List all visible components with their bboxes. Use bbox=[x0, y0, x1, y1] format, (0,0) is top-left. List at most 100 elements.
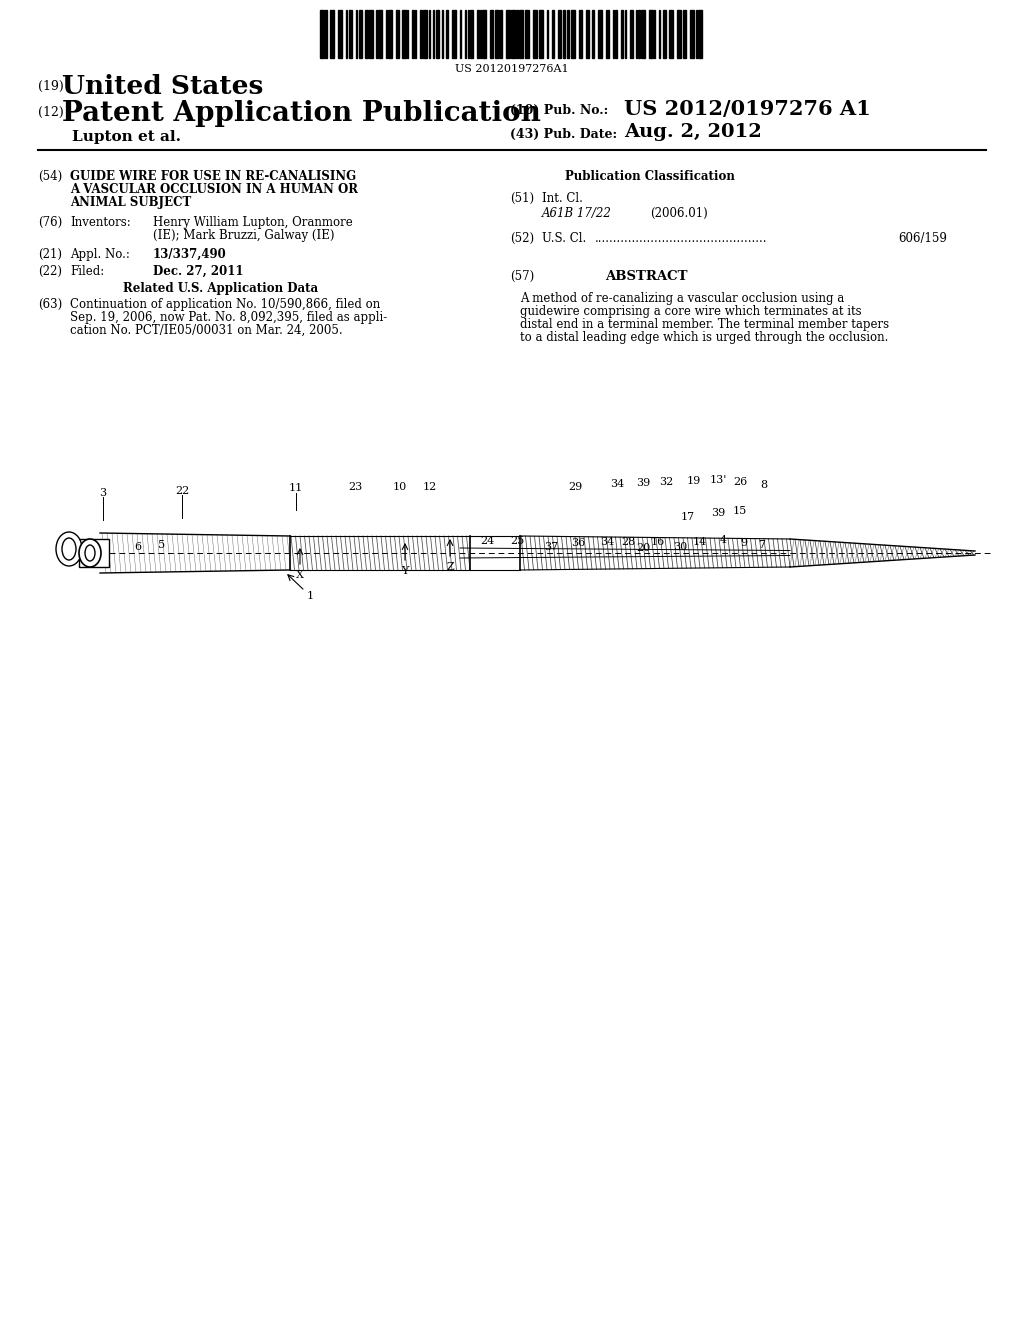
Text: (76): (76) bbox=[38, 216, 62, 228]
Bar bbox=[330, 11, 334, 58]
Text: Lupton et al.: Lupton et al. bbox=[72, 129, 181, 144]
Text: (12): (12) bbox=[38, 106, 63, 119]
Bar bbox=[690, 11, 694, 58]
Text: 5: 5 bbox=[159, 540, 166, 550]
Text: X: X bbox=[296, 570, 304, 579]
Bar bbox=[402, 11, 406, 58]
Bar bbox=[552, 11, 554, 58]
Text: A method of re-canalizing a vascular occlusion using a: A method of re-canalizing a vascular occ… bbox=[520, 292, 844, 305]
Bar bbox=[641, 11, 645, 58]
Bar bbox=[649, 11, 653, 58]
Text: 20: 20 bbox=[636, 543, 650, 553]
Bar bbox=[436, 11, 439, 58]
Bar bbox=[571, 11, 575, 58]
Bar bbox=[506, 11, 510, 58]
Text: Appl. No.:: Appl. No.: bbox=[70, 248, 130, 261]
Bar bbox=[388, 11, 392, 58]
Text: Continuation of application No. 10/590,866, filed on: Continuation of application No. 10/590,8… bbox=[70, 298, 380, 312]
Text: 10: 10 bbox=[393, 482, 408, 492]
Bar bbox=[606, 11, 609, 58]
Text: ..............................................: ........................................… bbox=[595, 232, 768, 246]
Bar bbox=[598, 11, 602, 58]
Text: 12: 12 bbox=[423, 482, 437, 492]
Bar bbox=[79, 539, 109, 568]
Text: (54): (54) bbox=[38, 170, 62, 183]
Text: 16: 16 bbox=[651, 537, 666, 546]
Text: 34: 34 bbox=[610, 479, 624, 488]
Bar bbox=[563, 11, 565, 58]
Bar bbox=[470, 536, 520, 570]
Text: distal end in a terminal member. The terminal member tapers: distal end in a terminal member. The ter… bbox=[520, 318, 889, 331]
Text: U.S. Cl.: U.S. Cl. bbox=[542, 232, 587, 246]
Bar bbox=[519, 11, 523, 58]
Bar bbox=[477, 11, 479, 58]
Text: Henry William Lupton, Oranmore: Henry William Lupton, Oranmore bbox=[153, 216, 352, 228]
Text: Related U.S. Application Data: Related U.S. Application Data bbox=[123, 282, 318, 294]
Bar bbox=[677, 11, 681, 58]
Bar bbox=[669, 11, 673, 58]
Text: 26: 26 bbox=[733, 477, 748, 487]
Bar bbox=[378, 11, 382, 58]
Bar bbox=[412, 11, 414, 58]
Bar bbox=[338, 11, 342, 58]
Text: 30: 30 bbox=[673, 543, 687, 552]
Text: 19: 19 bbox=[687, 477, 701, 486]
Text: United States: United States bbox=[62, 74, 263, 99]
Text: (21): (21) bbox=[38, 248, 62, 261]
Text: 606/159: 606/159 bbox=[898, 232, 947, 246]
Text: 11: 11 bbox=[289, 483, 303, 492]
Bar bbox=[365, 11, 368, 58]
Bar bbox=[567, 11, 569, 58]
Text: 4: 4 bbox=[720, 535, 727, 545]
Bar bbox=[615, 11, 617, 58]
Text: 28: 28 bbox=[621, 537, 635, 546]
Bar bbox=[423, 11, 427, 58]
Text: 39: 39 bbox=[711, 508, 725, 517]
Text: 25: 25 bbox=[510, 536, 524, 546]
Text: guidewire comprising a core wire which terminates at its: guidewire comprising a core wire which t… bbox=[520, 305, 861, 318]
Bar bbox=[359, 11, 362, 58]
Text: 24: 24 bbox=[480, 536, 495, 546]
Bar bbox=[319, 11, 324, 58]
Text: (22): (22) bbox=[38, 265, 62, 279]
Bar bbox=[558, 11, 561, 58]
Text: Int. Cl.: Int. Cl. bbox=[542, 191, 583, 205]
Text: 34: 34 bbox=[600, 537, 614, 546]
Bar bbox=[452, 11, 456, 58]
Text: 1: 1 bbox=[306, 591, 313, 601]
Text: 15: 15 bbox=[733, 506, 748, 516]
Bar bbox=[446, 11, 449, 58]
Text: 8: 8 bbox=[761, 480, 768, 490]
Text: Patent Application Publication: Patent Application Publication bbox=[62, 100, 541, 127]
Polygon shape bbox=[790, 539, 975, 568]
Text: ANIMAL SUBJECT: ANIMAL SUBJECT bbox=[70, 195, 191, 209]
Text: 7: 7 bbox=[759, 540, 766, 550]
Text: (19): (19) bbox=[38, 81, 63, 92]
Text: Z: Z bbox=[446, 562, 454, 572]
Bar bbox=[638, 11, 640, 58]
Bar bbox=[520, 536, 790, 570]
Text: 9: 9 bbox=[740, 539, 748, 548]
Bar bbox=[525, 11, 529, 58]
Bar bbox=[586, 11, 589, 58]
Text: 36: 36 bbox=[570, 539, 585, 548]
Text: 13/337,490: 13/337,490 bbox=[153, 248, 226, 261]
Text: 3: 3 bbox=[99, 488, 106, 498]
Bar bbox=[500, 11, 502, 58]
Bar bbox=[420, 11, 422, 58]
Text: Inventors:: Inventors: bbox=[70, 216, 131, 228]
Text: 6: 6 bbox=[134, 543, 141, 552]
Bar bbox=[630, 11, 633, 58]
Bar bbox=[592, 11, 594, 58]
Text: 37: 37 bbox=[544, 543, 558, 552]
Text: (2006.01): (2006.01) bbox=[650, 207, 708, 220]
Text: Aug. 2, 2012: Aug. 2, 2012 bbox=[624, 123, 762, 141]
Bar bbox=[698, 11, 702, 58]
Bar bbox=[621, 11, 623, 58]
Text: 39: 39 bbox=[636, 478, 650, 488]
Bar bbox=[511, 11, 515, 58]
Bar bbox=[683, 11, 686, 58]
Text: to a distal leading edge which is urged through the occlusion.: to a distal leading edge which is urged … bbox=[520, 331, 889, 345]
Text: A61B 17/22: A61B 17/22 bbox=[542, 207, 612, 220]
Text: 23: 23 bbox=[348, 482, 362, 492]
